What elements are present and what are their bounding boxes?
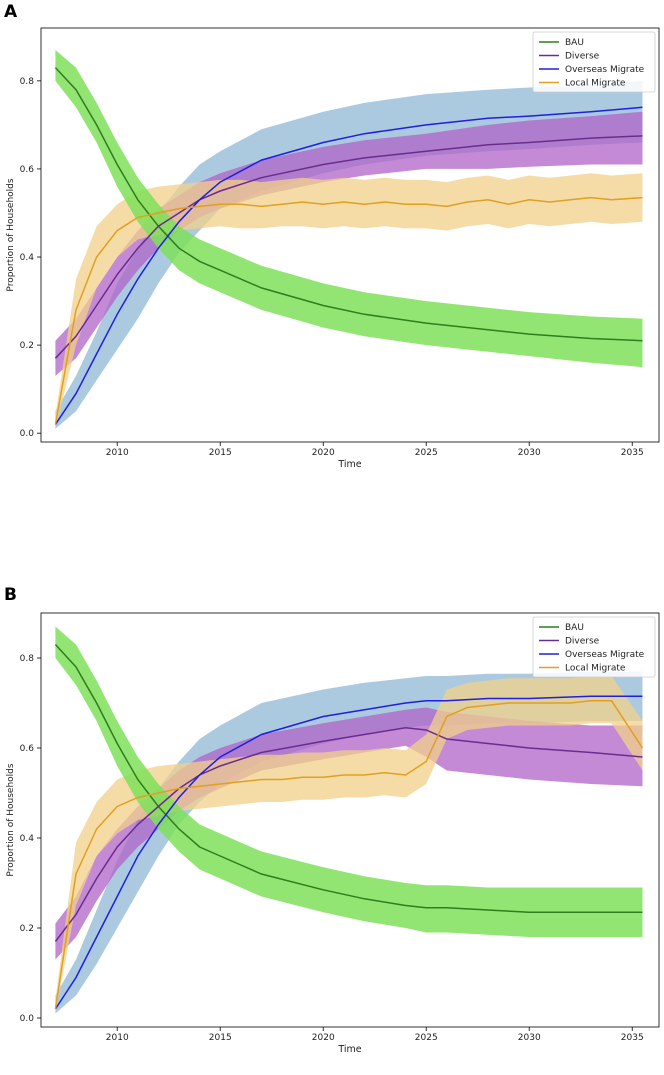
y-tick-label: 0.2 [20, 924, 34, 934]
y-tick-label: 0.8 [20, 654, 35, 664]
x-tick-label: 2025 [415, 448, 438, 458]
line-bau [54, 643, 643, 914]
x-tick-label: 2025 [415, 1033, 438, 1043]
legend: BAU Diverse Overseas Migrate Local Migrate [532, 31, 656, 93]
plot-area [54, 626, 644, 1014]
y-tick-label: 0.0 [20, 1014, 35, 1024]
line-local-migrate [54, 196, 643, 425]
x-tick-label: 2010 [106, 448, 129, 458]
x-tick-label: 2020 [312, 448, 335, 458]
x-axis-label: Time [337, 459, 361, 470]
line-bau [54, 67, 643, 342]
x-tick-label: 2010 [106, 1033, 129, 1043]
line-overseas-migrate [54, 106, 643, 425]
band-local-migrate [55, 676, 643, 1014]
y-tick-label: 0.6 [20, 165, 35, 175]
x-axis-label: Time [337, 1044, 361, 1055]
x-tick-label: 2020 [312, 1033, 335, 1043]
chart-panel-a: 2010 2015 2020 2025 2030 2035 0.0 0.2 0.4 0.6 0.8 T… [6, 27, 660, 470]
line-diverse [54, 727, 643, 942]
y-tick-label: 0.4 [20, 834, 35, 844]
band-bau [55, 50, 643, 368]
axes-frame [40, 612, 660, 1028]
legend-label: BAU [565, 38, 584, 48]
y-tick-label: 0.6 [20, 744, 35, 754]
line-local-migrate [54, 700, 644, 1010]
legend-label: Diverse [565, 637, 600, 647]
axes-frame [40, 27, 660, 443]
legend-label: Diverse [565, 52, 600, 62]
panel-label-b: B [4, 585, 17, 605]
y-tick-label: 0.4 [20, 253, 35, 263]
legend: BAU Diverse Overseas Migrate Local Migrate [532, 616, 656, 678]
y-tick-label: 0.8 [20, 77, 35, 87]
x-tick-label: 2030 [518, 1033, 541, 1043]
legend-label: Overseas Migrate [565, 650, 645, 660]
panel-label-a: A [4, 2, 18, 22]
band-bau [55, 626, 643, 937]
chart-panel-b: 2010 2015 2020 2025 2030 2035 0.0 0.2 0.4 0.6 0.8 T… [6, 612, 660, 1055]
x-tick-label: 2035 [621, 1033, 644, 1043]
y-tick-label: 0.2 [20, 341, 34, 351]
legend-label: BAU [565, 623, 584, 633]
legend-label: Local Migrate [565, 79, 626, 89]
legend-label: Local Migrate [565, 664, 626, 674]
legend-label: Overseas Migrate [565, 65, 645, 75]
x-tick-label: 2015 [209, 1033, 232, 1043]
y-tick-label: 0.0 [20, 429, 35, 439]
legend-box [532, 31, 656, 93]
plot-area [54, 50, 643, 429]
x-tick-label: 2030 [518, 448, 541, 458]
x-tick-label: 2035 [621, 448, 644, 458]
band-overseas-migrate [55, 80, 643, 429]
line-overseas-migrate [54, 695, 643, 1010]
line-diverse [54, 135, 643, 359]
legend-box [532, 616, 656, 678]
y-axis-label: Proportion of Households [6, 178, 16, 291]
x-tick-label: 2015 [209, 448, 232, 458]
y-axis-label: Proportion of Households [6, 763, 16, 876]
